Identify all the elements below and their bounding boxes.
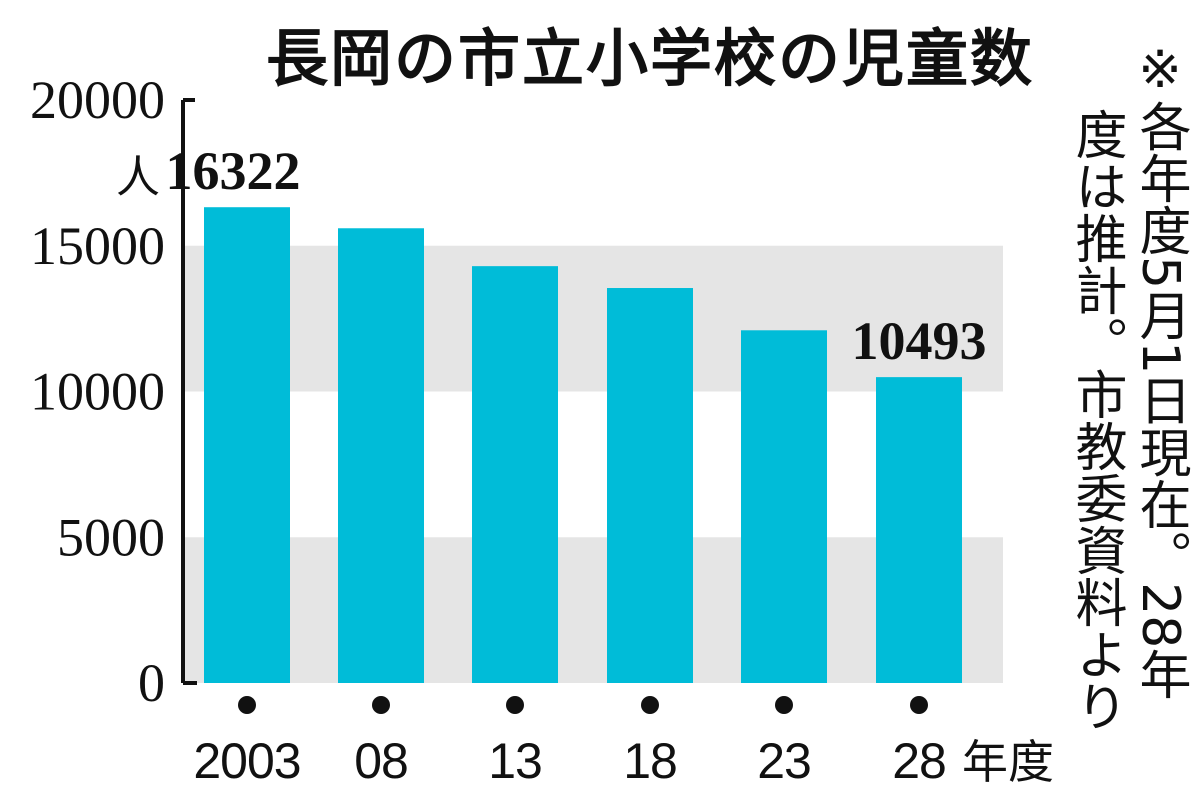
x-tick-label: 2003 (193, 733, 300, 789)
bar-08 (338, 228, 424, 683)
x-tick-label: 23 (757, 733, 811, 789)
data-label: 16322 (166, 141, 301, 201)
y-tick-label: 5000 (57, 507, 165, 567)
bar-28 (876, 377, 962, 683)
x-tick-dot (506, 696, 524, 714)
y-axis-unit: 人 (116, 152, 160, 203)
grid-band (183, 537, 1003, 683)
bar-2003 (204, 207, 290, 684)
x-tick-label: 08 (354, 733, 408, 789)
y-tick-label: 20000 (30, 70, 165, 130)
x-tick-dot (910, 696, 928, 714)
data-label: 10493 (852, 311, 987, 371)
x-tick-label: 13 (488, 733, 542, 789)
bar-23 (741, 330, 827, 683)
bar-18 (607, 288, 693, 683)
bar-13 (472, 266, 558, 683)
x-tick-dot (641, 696, 659, 714)
x-tick-label: 28 (892, 733, 946, 789)
y-tick-label: 10000 (30, 362, 165, 422)
y-tick-label: 0 (138, 653, 165, 713)
y-tick-label: 15000 (30, 216, 165, 276)
note-column-2: 度は推計。市教委資料より (1066, 108, 1126, 732)
x-tick-dot (372, 696, 390, 714)
x-tick-label: 18 (623, 733, 677, 789)
chart-title: 長岡の市立小学校の児童数 (265, 22, 1034, 95)
x-axis-unit: 年度 (962, 735, 1054, 789)
note-column-1: ※各年度5月1日現在。28年 (1130, 40, 1190, 701)
x-tick-dot (238, 696, 256, 714)
x-tick-dot (775, 696, 793, 714)
grid-band (183, 245, 1003, 392)
